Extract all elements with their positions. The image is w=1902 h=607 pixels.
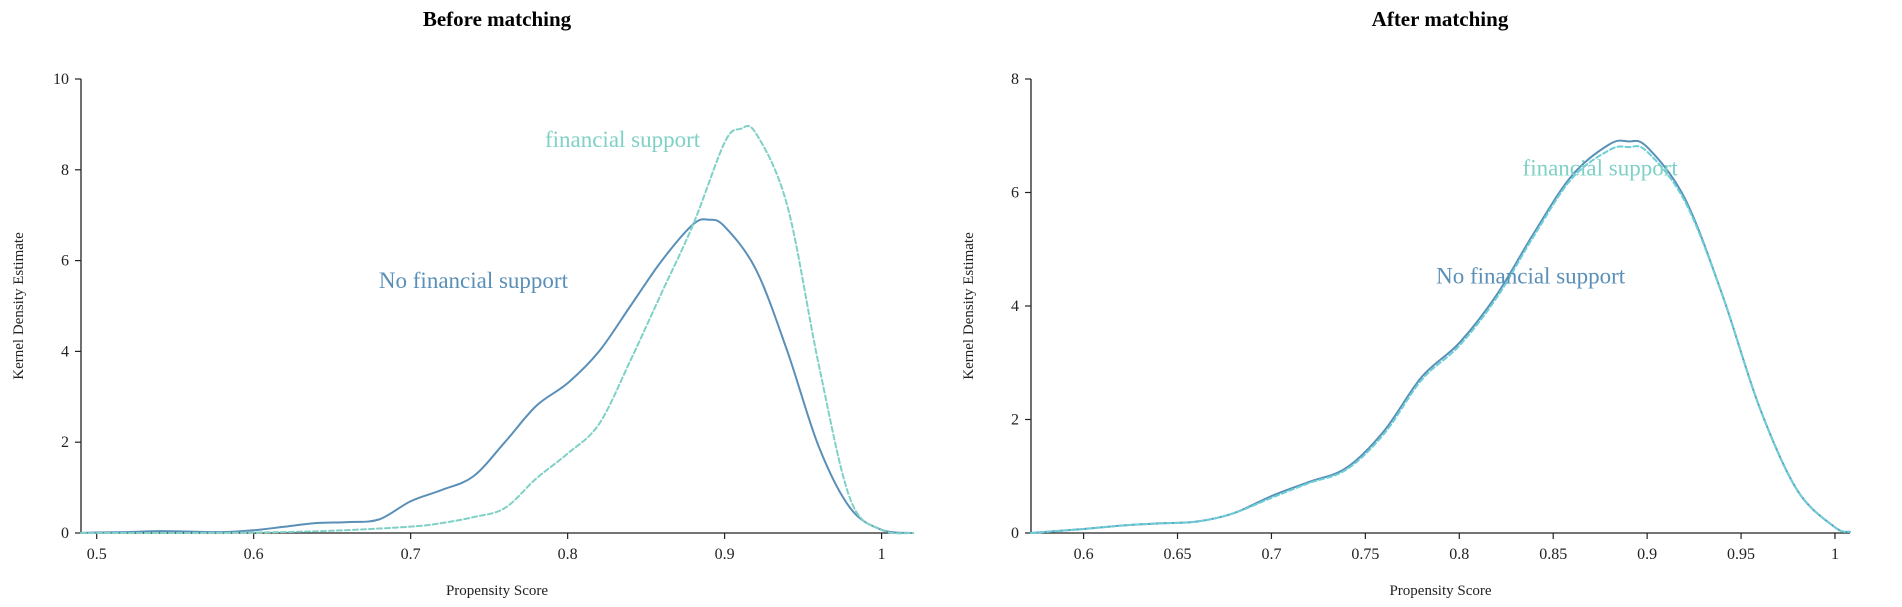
x-tick-label: 0.7 [1261, 546, 1281, 563]
y-tick-label: 0 [1011, 525, 1019, 542]
x-tick-label: 0.8 [1449, 546, 1469, 563]
y-tick-label: 8 [61, 162, 69, 179]
series-line-no-financial-support [1030, 139, 1851, 534]
x-tick-label: 0.65 [1164, 546, 1192, 563]
x-tick-label: 0.8 [558, 546, 578, 563]
x-tick-label: 1 [1831, 546, 1839, 563]
y-tick-label: 10 [53, 71, 69, 88]
y-tick-label: 0 [61, 525, 69, 542]
panel-after-matching: After matching 0.6 0.65 0.7 0.75 0.8 0.85 0.9 0.… [961, 7, 1851, 599]
y-tick-label: 2 [1011, 412, 1019, 429]
x-tick-label: 0.9 [715, 546, 735, 563]
series-line-no-financial-support [80, 218, 914, 534]
y-tick-label: 4 [1011, 298, 1019, 315]
y-tick-label: 4 [61, 343, 69, 360]
y-tick-label: 8 [1011, 71, 1019, 88]
series-line-financial-support [1030, 145, 1851, 534]
chart-title: After matching [1372, 7, 1509, 31]
series-annotation: financial support [1523, 155, 1679, 180]
x-tick-label: 0.6 [1074, 546, 1094, 563]
y-axis-label: Kernel Density Estimate [961, 232, 977, 380]
y-tick-label: 6 [61, 253, 69, 270]
x-tick-label: 0.5 [87, 546, 107, 563]
chart-title: Before matching [423, 7, 572, 31]
series-line-financial-support [80, 124, 914, 535]
x-tick-label: 0.75 [1351, 546, 1379, 563]
x-axis-label: Propensity Score [446, 583, 548, 599]
y-tick-label: 6 [1011, 185, 1019, 202]
series-annotation: No financial support [1436, 263, 1626, 288]
y-tick-label: 2 [61, 434, 69, 451]
x-tick-label: 0.6 [244, 546, 264, 563]
x-tick-label: 0.7 [401, 546, 421, 563]
x-tick-label: 1 [878, 546, 886, 563]
y-axis-label: Kernel Density Estimate [11, 232, 27, 380]
series-annotation: No financial support [379, 268, 569, 293]
x-tick-label: 0.95 [1727, 546, 1755, 563]
x-axis-label: Propensity Score [1389, 583, 1491, 599]
x-tick-label: 0.85 [1539, 546, 1567, 563]
series-annotation: financial support [545, 127, 701, 152]
x-tick-label: 0.9 [1637, 546, 1657, 563]
